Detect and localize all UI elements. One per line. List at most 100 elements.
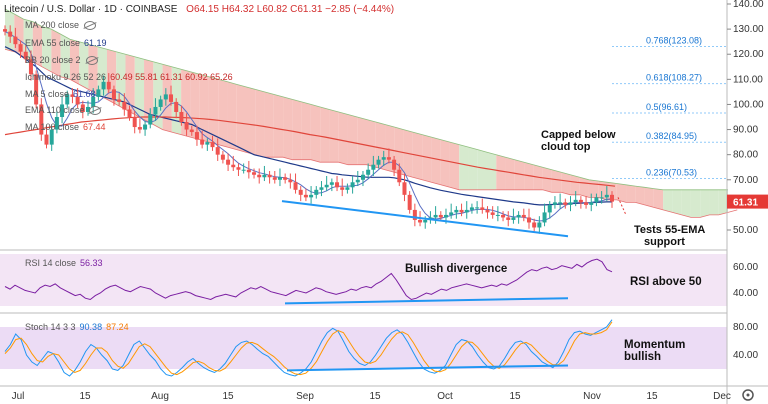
settings-gear-icon[interactable] <box>742 389 754 401</box>
candle <box>516 211 521 224</box>
cloud-segment <box>190 71 200 140</box>
candle <box>262 165 267 182</box>
candle <box>459 203 464 217</box>
candle <box>158 95 163 111</box>
cloud-segment <box>236 84 246 153</box>
annotation-tests-ema: Tests 55-EMA support <box>634 224 706 248</box>
candle <box>381 150 386 166</box>
candle <box>18 40 23 58</box>
candle <box>511 208 516 224</box>
cloud-segment <box>301 101 311 160</box>
candle <box>376 155 381 169</box>
candle <box>272 170 277 184</box>
candle <box>604 186 609 202</box>
candle <box>226 153 231 171</box>
candle <box>350 176 355 194</box>
candle <box>469 203 474 214</box>
candle <box>210 135 215 151</box>
candle <box>599 191 604 204</box>
candle <box>594 193 599 207</box>
candle <box>96 85 101 101</box>
indicator-bb[interactable]: BB 20 close 2 <box>25 55 98 66</box>
candle <box>303 188 308 202</box>
candle <box>293 173 298 194</box>
indicator-ma5[interactable]: MA 5 close 61.68 <box>25 89 96 99</box>
candle <box>314 186 319 199</box>
fib-label: 0.382(84.95) <box>646 131 697 141</box>
hidden-eye-icon[interactable] <box>85 56 98 66</box>
cloud-segment <box>246 86 256 155</box>
price-tick-label: 100.00 <box>733 99 764 110</box>
time-tick-label: 15 <box>222 391 234 402</box>
candle <box>552 196 557 209</box>
indicator-ma100[interactable]: MA 100 close 67.44 <box>25 122 106 132</box>
cloud-segment <box>718 189 728 215</box>
time-tick-label: 15 <box>509 391 521 402</box>
candle <box>532 218 537 232</box>
time-tick-label: 15 <box>646 391 658 402</box>
cloud-segment <box>227 81 237 150</box>
cloud-segment <box>459 144 469 190</box>
cloud-segment <box>579 177 589 198</box>
candle <box>49 125 54 151</box>
candle <box>449 203 454 219</box>
candle <box>246 160 251 179</box>
candle <box>589 193 594 212</box>
cloud-segment <box>69 39 80 85</box>
ichimoku-cloud <box>4 8 738 218</box>
candle <box>169 85 174 106</box>
candle <box>495 206 500 222</box>
candle <box>34 70 39 109</box>
candle <box>371 155 376 177</box>
candle <box>329 178 334 192</box>
time-tick-label: Oct <box>437 391 453 402</box>
cloud-segment <box>644 187 654 208</box>
cloud-segment <box>264 91 274 158</box>
candle <box>526 208 531 229</box>
candle <box>277 168 282 187</box>
hidden-eye-icon[interactable] <box>89 106 102 116</box>
candle <box>412 203 417 227</box>
hidden-eye-icon[interactable] <box>84 21 97 31</box>
candle <box>236 163 241 177</box>
candle <box>542 203 547 227</box>
ma100-line <box>4 116 616 187</box>
candle <box>438 211 443 222</box>
stoch-legend[interactable]: Stoch 14 3 3 90.38 87.24 <box>25 322 129 332</box>
rsi-legend[interactable]: RSI 14 close 56.33 <box>25 258 103 268</box>
candle <box>184 113 189 136</box>
candle <box>335 176 340 192</box>
cloud-segment <box>570 174 580 195</box>
candle <box>480 198 485 214</box>
cloud-segment <box>477 149 487 190</box>
indicator-ma200[interactable]: MA 200 close <box>25 20 97 31</box>
fib-label: 0.618(108.27) <box>646 73 702 83</box>
time-tick-label: Sep <box>296 391 314 402</box>
stoch-band <box>0 327 727 369</box>
candle <box>163 88 168 106</box>
candle <box>521 208 526 222</box>
cloud-segment <box>42 26 52 72</box>
price-tick-label: 140.00 <box>733 0 764 10</box>
cloud-segment <box>51 29 61 77</box>
candle <box>148 108 153 129</box>
time-tick-label: Aug <box>151 391 169 402</box>
candlesticks <box>3 25 614 234</box>
candle <box>39 98 44 141</box>
last-price-tag <box>727 194 768 209</box>
candle <box>610 191 614 208</box>
time-tick-label: 15 <box>79 391 91 402</box>
price-tick-label: 80.00 <box>733 150 758 161</box>
candle <box>127 105 132 121</box>
candle <box>75 88 80 109</box>
indicator-ema110[interactable]: EMA 110 close <box>25 105 102 116</box>
indicator-ichimoku[interactable]: Ichimoku 9 26 52 26 60.49 55.81 61.31 60.… <box>25 72 233 82</box>
indicator-ema55[interactable]: EMA 55 close 61.19 <box>25 38 107 48</box>
candle <box>558 193 563 209</box>
candle <box>65 90 70 109</box>
candle <box>584 196 589 209</box>
candle <box>80 100 85 119</box>
candle <box>174 98 179 119</box>
candle <box>44 125 49 149</box>
candle <box>8 25 13 43</box>
